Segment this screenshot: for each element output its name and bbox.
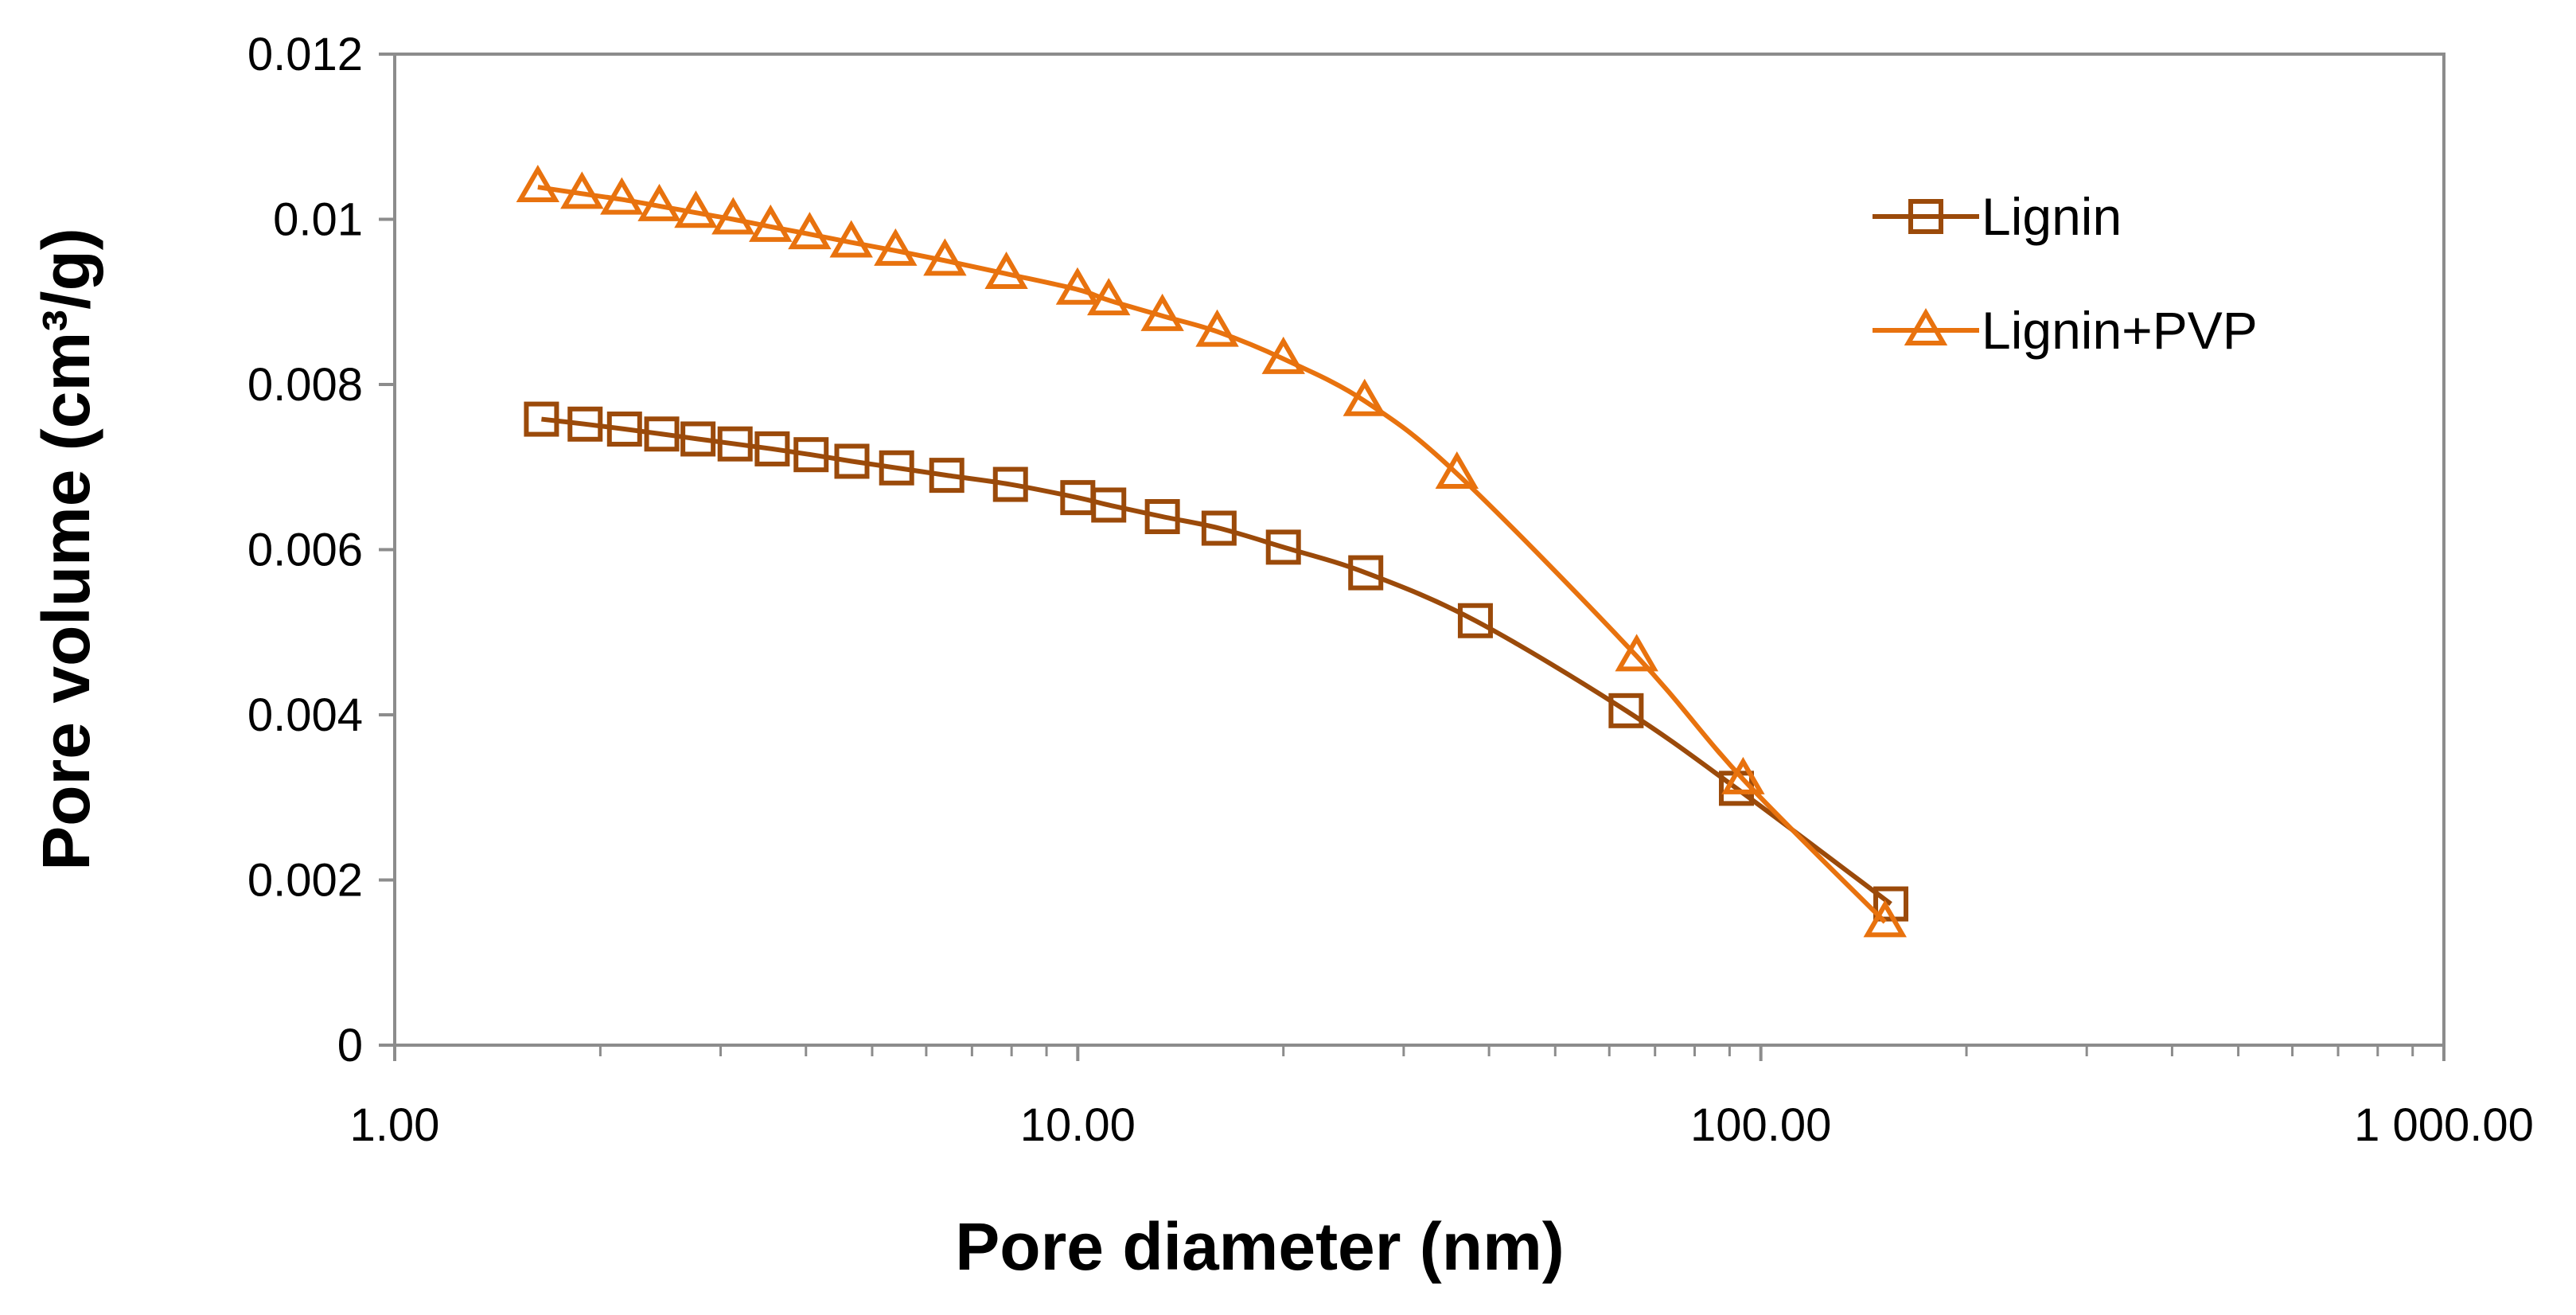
y-tick-label: 0.01	[273, 194, 363, 246]
x-tick-label: 1.00	[350, 1099, 440, 1151]
data-point-lignin-pvp	[874, 228, 918, 266]
data-point-lignin-pvp	[788, 212, 832, 250]
data-point-lignin-pvp	[1615, 634, 1658, 672]
data-point-lignin-pvp	[1721, 756, 1765, 794]
y-axis-title: Pore volume (cm³/g)	[29, 228, 103, 870]
data-point-lignin	[992, 466, 1028, 502]
data-point-lignin-pvp	[923, 238, 967, 276]
data-point-lignin-pvp	[1087, 278, 1131, 316]
data-point-lignin-pvp	[1343, 378, 1386, 416]
data-point-lignin	[929, 458, 965, 494]
data-point-lignin	[754, 431, 790, 466]
y-tick-label: 0.012	[247, 29, 363, 80]
legend-label-lignin: Lignin	[1982, 187, 2122, 246]
data-point-lignin-pvp	[600, 177, 644, 215]
y-tick-label: 0.004	[247, 689, 363, 741]
data-point-lignin	[1201, 510, 1237, 546]
data-point-lignin	[1091, 487, 1127, 523]
data-point-lignin	[793, 437, 829, 473]
data-point-lignin	[567, 406, 603, 442]
data-point-lignin	[680, 421, 716, 457]
data-point-lignin	[606, 412, 642, 447]
data-point-lignin	[1457, 603, 1493, 638]
data-point-lignin	[717, 426, 753, 462]
y-tick-label: 0	[337, 1020, 363, 1071]
data-point-lignin-pvp	[516, 165, 560, 203]
x-tick-label: 10.00	[1020, 1099, 1136, 1151]
y-axis-ticks: 0 0.002 0.004 0.006 0.008 0.01 0.012	[247, 29, 395, 1071]
data-point-lignin-pvp	[829, 220, 873, 258]
data-point-lignin	[834, 443, 870, 479]
legend-item-lignin: Lignin	[1873, 187, 2122, 246]
x-tick-label: 100.00	[1690, 1099, 1831, 1151]
data-point-lignin	[1608, 693, 1644, 728]
legend: Lignin Lignin+PVP	[1873, 187, 2258, 360]
y-tick-label: 0.008	[247, 359, 363, 411]
data-point-lignin-pvp	[1055, 267, 1100, 305]
data-point-lignin-pvp	[674, 190, 718, 228]
data-point-lignin-pvp	[1140, 293, 1184, 331]
data-point-lignin	[644, 416, 680, 452]
data-point-lignin-pvp	[984, 251, 1028, 289]
data-point-lignin-pvp	[749, 204, 793, 242]
data-point-lignin	[1348, 555, 1384, 591]
data-point-lignin-pvp	[1261, 336, 1305, 374]
y-tick-label: 0.006	[247, 525, 363, 576]
x-tick-label: 1 000.00	[2354, 1099, 2534, 1151]
y-tick-label: 0.002	[247, 855, 363, 907]
data-point-lignin-pvp	[1863, 899, 1907, 938]
data-point-lignin-pvp	[1435, 451, 1479, 490]
data-point-lignin-pvp	[711, 197, 755, 235]
x-axis-ticks: 1.00 10.00 100.00 1 000.00	[350, 1045, 2534, 1151]
legend-marker-lignin	[1908, 199, 1943, 234]
data-point-lignin	[524, 401, 559, 437]
legend-marker-lignin-pvp	[1904, 308, 1948, 345]
series-layer	[516, 165, 1909, 938]
data-point-lignin	[879, 450, 914, 486]
data-point-lignin-pvp	[560, 171, 604, 209]
data-point-lignin	[1265, 529, 1301, 565]
legend-item-lignin-pvp: Lignin+PVP	[1873, 301, 2258, 360]
series-line-lignin-pvp	[537, 185, 1887, 924]
data-point-lignin-pvp	[1195, 309, 1239, 347]
series-line-lignin	[541, 416, 1892, 906]
x-axis-title: Pore diameter (nm)	[955, 1209, 1565, 1284]
data-point-lignin-pvp	[637, 183, 681, 221]
data-point-lignin	[1144, 499, 1180, 534]
legend-label-lignin-pvp: Lignin+PVP	[1982, 301, 2258, 360]
